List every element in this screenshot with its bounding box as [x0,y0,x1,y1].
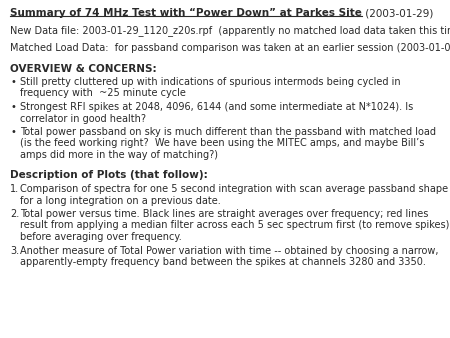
Text: frequency with  ~25 minute cycle: frequency with ~25 minute cycle [20,89,186,98]
Text: 2.: 2. [10,209,19,219]
Text: Summary of 74 MHz Test with “Power Down” at Parkes Site: Summary of 74 MHz Test with “Power Down”… [10,8,362,18]
Text: for a long integration on a previous date.: for a long integration on a previous dat… [20,195,221,206]
Text: •: • [10,127,16,137]
Text: before averaging over frequency.: before averaging over frequency. [20,232,182,242]
Text: Total power versus time. Black lines are straight averages over frequency; red l: Total power versus time. Black lines are… [20,209,428,219]
Text: Description of Plots (that follow):: Description of Plots (that follow): [10,170,208,180]
Text: Still pretty cluttered up with indications of spurious intermods being cycled in: Still pretty cluttered up with indicatio… [20,77,400,87]
Text: Another measure of Total Power variation with time -- obtained by choosing a nar: Another measure of Total Power variation… [20,245,438,256]
Text: amps did more in the way of matching?): amps did more in the way of matching?) [20,150,218,160]
Text: •: • [10,77,16,87]
Text: (2003-01-29): (2003-01-29) [362,8,433,18]
Text: result from applying a median filter across each 5 sec spectrum first (to remove: result from applying a median filter acr… [20,220,450,231]
Text: New Data file: 2003-01-29_1120_z20s.rpf  (apparently no matched load data taken : New Data file: 2003-01-29_1120_z20s.rpf … [10,25,450,37]
Text: correlator in good health?: correlator in good health? [20,114,146,123]
Text: Matched Load Data:  for passband comparison was taken at an earlier session (200: Matched Load Data: for passband comparis… [10,43,450,53]
Text: 1.: 1. [10,184,19,194]
Text: Total power passband on sky is much different than the passband with matched loa: Total power passband on sky is much diff… [20,127,436,137]
Text: •: • [10,102,16,112]
Text: 3.: 3. [10,245,19,256]
Text: Comparison of spectra for one 5 second integration with scan average passband sh: Comparison of spectra for one 5 second i… [20,184,448,194]
Text: Strongest RFI spikes at 2048, 4096, 6144 (and some intermediate at N*1024). Is: Strongest RFI spikes at 2048, 4096, 6144… [20,102,413,112]
Text: OVERVIEW & CONCERNS:: OVERVIEW & CONCERNS: [10,64,157,73]
Text: (is the feed working right?  We have been using the MITEC amps, and maybe Bill’s: (is the feed working right? We have been… [20,139,424,148]
Text: apparently-empty frequency band between the spikes at channels 3280 and 3350.: apparently-empty frequency band between … [20,257,426,267]
